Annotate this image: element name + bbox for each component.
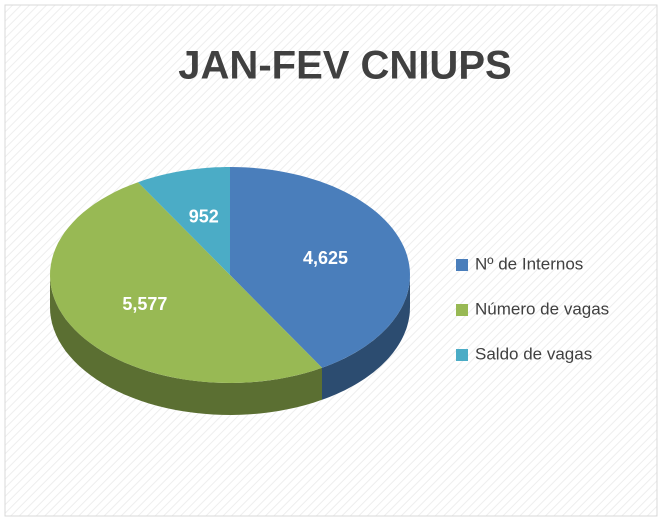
- pie-slice: [50, 182, 322, 383]
- pie-slice: [138, 167, 230, 275]
- legend-swatch: [456, 349, 468, 361]
- legend-label: Saldo de vagas: [475, 344, 592, 363]
- legend-label: Nº de Internos: [475, 254, 583, 273]
- data-label: 4,625: [303, 248, 348, 268]
- data-label: 952: [189, 206, 219, 226]
- pie-side: [322, 275, 410, 400]
- legend-label: Número de vagas: [475, 299, 609, 318]
- pie-slice: [230, 167, 410, 368]
- chart-title: JAN-FEV CNIUPS: [178, 44, 511, 88]
- legend-swatch: [456, 304, 468, 316]
- data-label: 5,577: [122, 294, 167, 314]
- pie-side: [50, 275, 322, 415]
- legend-swatch: [456, 259, 468, 271]
